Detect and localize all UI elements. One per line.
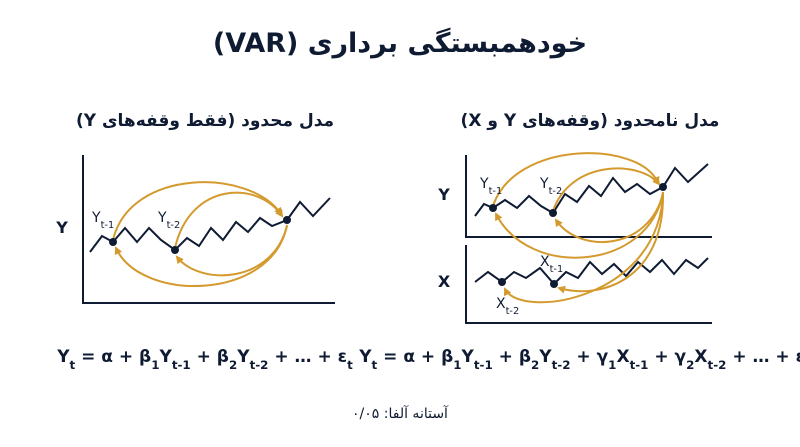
- point-label: Yt-1: [91, 210, 114, 231]
- equation-term: + β: [191, 347, 229, 367]
- point-label: Yt-2: [539, 176, 562, 197]
- equation-term: = α + β: [377, 347, 453, 367]
- axis-label: Y: [437, 185, 450, 204]
- equation: Yt = α + β1Yt-1 + β2Yt-2 + … + εt: [56, 347, 353, 372]
- point: [550, 280, 558, 288]
- equation-subscript: t-1: [474, 358, 493, 372]
- equation-term: + γ: [571, 347, 609, 367]
- arrow: [495, 191, 664, 259]
- equation-term: Y: [461, 347, 475, 367]
- label-main: Y: [479, 176, 489, 192]
- equation-subscript: t: [347, 358, 353, 372]
- axes: [465, 155, 712, 238]
- equation-term: Y: [538, 347, 552, 367]
- label-main: Y: [157, 210, 167, 226]
- point-label: Xt-2: [496, 296, 519, 317]
- equation-term: + γ: [648, 347, 686, 367]
- point: [109, 238, 117, 246]
- point-label: Xt-1: [540, 254, 563, 275]
- equation-subscript: t-1: [630, 358, 649, 372]
- equation-subscript: 2: [686, 358, 694, 372]
- label-subscript: t-1: [489, 186, 503, 197]
- axis-label: Y: [55, 218, 68, 237]
- arrow: [492, 152, 660, 207]
- equation: Yt = α + β1Yt-1 + β2Yt-2 + γ1Xt-1 + γ2Xt…: [358, 347, 800, 372]
- label-subscript: t-1: [550, 264, 564, 275]
- equation-subscript: 1: [608, 358, 616, 372]
- equation-term: X: [616, 347, 629, 367]
- point-label: Yt-1: [479, 176, 502, 197]
- equation-term: Y: [159, 347, 173, 367]
- equation-term: Y: [236, 347, 250, 367]
- label-subscript: t-2: [167, 220, 181, 231]
- equation-term: + … + ε: [726, 347, 800, 367]
- label-main: X: [540, 254, 550, 270]
- arrow: [175, 225, 288, 277]
- label-subscript: t-2: [549, 186, 563, 197]
- point-label: Yt-2: [157, 210, 180, 231]
- point: [659, 183, 667, 191]
- equation-subscript: t-2: [250, 358, 269, 372]
- equation-term: Y: [56, 347, 70, 367]
- equation-subscript: t-2: [552, 358, 571, 372]
- equation-subscript: t: [372, 358, 378, 372]
- label-main: X: [496, 296, 506, 312]
- arrow: [554, 192, 664, 244]
- footer: آستانه آلفا: ۰/۰۵: [352, 405, 449, 422]
- axes: [465, 245, 712, 324]
- panel-title: مدل محدود (فقط وقفه‌های Y): [76, 111, 334, 131]
- arrow: [174, 191, 284, 249]
- series-line: [474, 257, 709, 286]
- equation-subscript: 1: [453, 358, 461, 372]
- equation-term: X: [694, 347, 707, 367]
- equation-subscript: t-1: [172, 358, 191, 372]
- arrow: [504, 191, 664, 304]
- equation-subscript: 2: [229, 358, 237, 372]
- equation-term: + … + ε: [268, 347, 347, 367]
- equation-term: = α + β: [75, 347, 151, 367]
- point: [549, 209, 557, 217]
- point: [283, 216, 291, 224]
- equation-subscript: t-2: [708, 358, 727, 372]
- arrow: [552, 167, 661, 212]
- equation-term: + β: [493, 347, 531, 367]
- panel-title: مدل نامحدود (وقفه‌های Y و X): [461, 111, 720, 131]
- label-subscript: t-2: [506, 306, 520, 317]
- label-main: Y: [91, 210, 101, 226]
- equation-subscript: 1: [151, 358, 159, 372]
- axis-label: X: [438, 272, 451, 291]
- title: خودهمبستگی برداری (VAR): [213, 27, 587, 59]
- axes: [82, 155, 335, 304]
- arrow: [114, 224, 288, 287]
- arrow: [112, 181, 283, 241]
- series-line: [89, 197, 331, 253]
- equation-subscript: 2: [531, 358, 539, 372]
- label-main: Y: [539, 176, 549, 192]
- point: [171, 246, 179, 254]
- label-subscript: t-1: [101, 220, 115, 231]
- equation-subscript: t: [70, 358, 76, 372]
- arrow: [557, 191, 665, 294]
- point: [489, 204, 497, 212]
- point: [498, 278, 506, 286]
- equation-term: Y: [358, 347, 372, 367]
